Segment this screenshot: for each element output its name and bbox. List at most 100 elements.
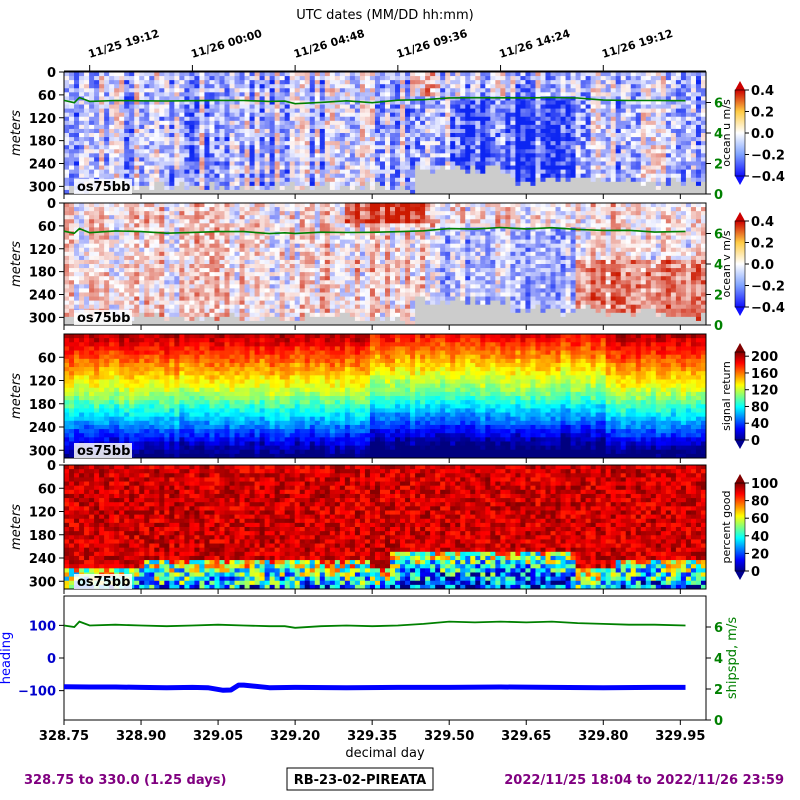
heatmap-cell	[109, 100, 115, 105]
heatmap-cell	[329, 149, 336, 154]
heatmap-cell	[169, 215, 175, 220]
heatmap-cell	[244, 116, 250, 122]
heatmap-cell	[79, 169, 85, 175]
heatmap-cell	[289, 173, 296, 179]
heatmap-cell	[395, 104, 401, 109]
heatmap-cell	[535, 173, 541, 179]
heatmap-cell	[349, 112, 356, 118]
heatmap-cell	[204, 161, 210, 166]
heatmap-cell	[319, 173, 326, 179]
heatmap-cell	[405, 80, 411, 85]
heatmap-cell	[410, 124, 416, 130]
heatmap-cell	[364, 80, 371, 85]
heatmap-cell	[329, 100, 336, 105]
heatmap-cell	[174, 92, 180, 97]
heatmap-cell	[74, 211, 80, 216]
heatmap-cell	[344, 157, 351, 162]
heatmap-cell	[660, 76, 667, 81]
heatmap-cell	[695, 100, 702, 105]
heatmap-cell	[405, 128, 411, 134]
heatmap-cell	[129, 149, 135, 154]
heatmap-cell	[174, 227, 180, 232]
heatmap-cell	[415, 128, 421, 134]
heatmap-cell	[490, 112, 496, 118]
heatmap-cell	[169, 100, 175, 105]
heatmap-cell	[344, 120, 351, 126]
heatmap-cell	[430, 88, 436, 93]
heatmap-cell	[129, 112, 135, 118]
heatmap-cell	[149, 161, 155, 166]
heatmap-cell	[264, 185, 271, 191]
heatmap-cell	[174, 292, 180, 297]
heatmap-cell	[480, 84, 486, 89]
heatmap-cell	[299, 189, 306, 195]
heatmap-cell	[69, 177, 75, 183]
heatmap-cell	[430, 173, 436, 179]
heatmap-cell	[174, 219, 180, 224]
heatmap-cell	[425, 116, 431, 122]
heatmap-cell	[89, 80, 95, 85]
heatmap-cell	[319, 133, 326, 138]
heatmap-cell	[109, 157, 115, 162]
heatmap-cell	[104, 215, 110, 220]
heatmap-cell	[480, 96, 486, 101]
colorbar-tick-label: −0.4	[751, 170, 785, 185]
heatmap-cell	[214, 92, 220, 97]
heatmap-cell	[94, 300, 100, 306]
heatmap-cell	[565, 189, 571, 195]
heatmap-cell	[349, 80, 356, 85]
heatmap-cell	[455, 96, 461, 101]
heatmap-cell	[224, 181, 230, 187]
heatmap-cell	[395, 161, 401, 166]
heatmap-cell	[99, 284, 105, 289]
heatmap-cell	[234, 104, 240, 109]
heatmap-cell	[159, 88, 165, 93]
heatmap-cell	[324, 96, 331, 101]
heatmap-cell	[114, 157, 120, 162]
heatmap-cell	[164, 316, 170, 322]
heatmap-cell	[575, 92, 582, 97]
heatmap-cell	[234, 189, 240, 195]
heatmap-cell	[209, 292, 215, 297]
heatmap-cell	[445, 88, 451, 93]
heatmap-cell	[369, 96, 376, 101]
heatmap-cell	[274, 133, 281, 138]
heatmap-cell	[149, 165, 155, 170]
heatmap-cell	[374, 149, 381, 154]
heatmap-cell	[415, 165, 421, 170]
heatmap-cell	[625, 128, 632, 134]
heatmap-cell	[124, 296, 130, 301]
heatmap-cell	[199, 88, 205, 93]
heatmap-cell	[309, 72, 316, 77]
heatmap-cell	[395, 88, 401, 93]
heatmap-cell	[209, 219, 215, 224]
heatmap-cell	[600, 112, 607, 118]
heatmap-cell	[264, 84, 271, 89]
heatmap-cell	[655, 84, 662, 89]
heatmap-cell	[239, 296, 245, 301]
heatmap-cell	[199, 96, 205, 101]
heatmap-cell	[244, 153, 250, 158]
heatmap-cell	[234, 76, 240, 81]
heatmap-cell	[119, 120, 125, 126]
heatmap-cell	[485, 173, 491, 179]
heatmap-cell	[590, 80, 597, 85]
heatmap-cell	[164, 185, 170, 191]
heatmap-cell	[395, 177, 401, 183]
heatmap-cell	[119, 76, 125, 81]
heatmap-cell	[104, 276, 110, 281]
heatmap-cell	[114, 304, 120, 310]
heatmap-cell	[114, 173, 120, 179]
heatmap-cell	[615, 108, 622, 114]
heatmap-cell	[364, 173, 371, 179]
heatmap-cell	[219, 219, 225, 224]
heatmap-cell	[319, 145, 326, 150]
heatmap-cell	[194, 316, 200, 322]
heatmap-cell	[405, 145, 411, 150]
heatmap-cell	[359, 108, 366, 114]
heatmap-cell	[615, 124, 622, 130]
heatmap-cell	[199, 243, 205, 249]
heatmap-cell	[209, 300, 215, 306]
heatmap-cell	[600, 145, 607, 150]
heatmap-cell	[520, 161, 526, 166]
